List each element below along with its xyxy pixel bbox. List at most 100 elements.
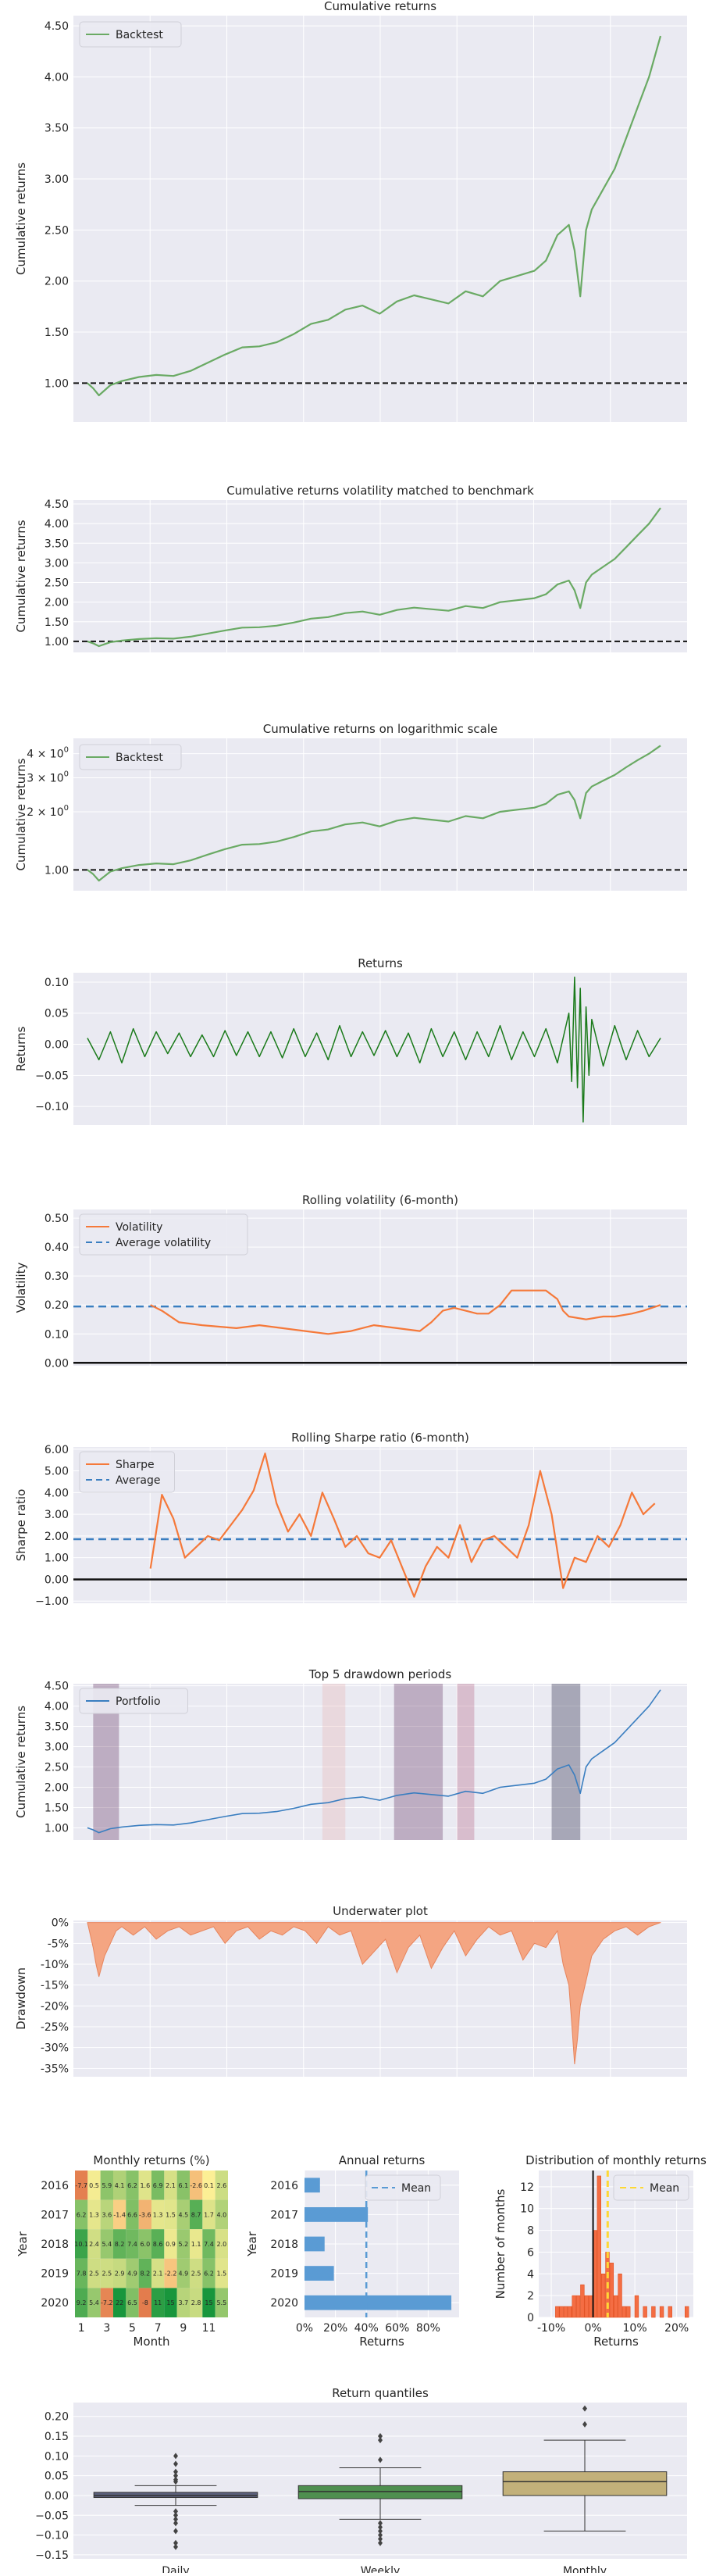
y-axis-label: Cumulative returns <box>14 758 28 870</box>
y-tick-label: 0% <box>52 1917 69 1930</box>
y-tick-label: 0.00 <box>45 1357 69 1370</box>
legend: Mean <box>613 2174 689 2201</box>
heatmap-cell <box>190 2288 203 2317</box>
chart-title: Cumulative returns <box>324 0 436 13</box>
y-tick-label: 2.50 <box>45 224 69 237</box>
outlier-point <box>173 2508 178 2515</box>
heatmap-cell <box>164 2229 177 2259</box>
chart-title: Rolling Sharpe ratio (6-month) <box>291 1431 469 1445</box>
x-tick-label: 3 <box>103 2322 110 2335</box>
heatmap-cell-label: 1.3 <box>89 2211 99 2218</box>
outlier-point <box>378 2520 383 2527</box>
annual-panel: 0% 20% 40% 60% 80% 2016 2017 2018 2019 2020 Mean An… <box>245 2153 459 2349</box>
heatmap-cell <box>113 2170 126 2200</box>
annual-bar <box>305 2178 320 2193</box>
heatmap-cell <box>87 2288 101 2317</box>
hist-bar <box>618 2273 622 2318</box>
heatmap-cell <box>190 2170 203 2200</box>
box-monthly <box>502 2405 668 2532</box>
hist-bar <box>668 2306 672 2318</box>
annual-bar <box>305 2207 369 2222</box>
box-daily <box>93 2453 258 2550</box>
heatmap-cell-label: 11 <box>154 2299 162 2306</box>
y-tick-label: 0.50 <box>45 1213 69 1225</box>
heatmap-cell-label: -1.4 <box>113 2211 126 2218</box>
y-tick-label: -35% <box>41 2063 69 2075</box>
y-tick-label: 2019 <box>270 2268 298 2281</box>
y-tick-label: −0.05 <box>35 2510 69 2522</box>
heatmap-cell-label: 6.6 <box>127 2211 137 2218</box>
box-body <box>93 2492 258 2499</box>
heatmap-cell-label: 2.9 <box>115 2271 125 2278</box>
y-tick-label: 4.00 <box>45 1487 69 1499</box>
y-axis-label: Sharpe ratio <box>14 1489 28 1562</box>
x-tick-label: 40% <box>354 2322 379 2335</box>
outlier-point <box>582 2421 587 2428</box>
underwater-area <box>87 1922 661 2065</box>
heatmap-cell <box>113 2288 126 2317</box>
y-axis-label: Cumulative returns <box>14 1706 28 1818</box>
heatmap-cell-label: 6.2 <box>127 2182 137 2189</box>
drawdown-period <box>394 1684 443 1840</box>
outlier-point <box>378 2528 383 2535</box>
y-tick-label: 4.00 <box>45 71 69 84</box>
heatmap-cell-label: 22 <box>116 2299 123 2306</box>
heatmap-cell <box>75 2170 88 2200</box>
hist-bar <box>572 2295 576 2318</box>
heatmap-cell <box>215 2258 228 2288</box>
legend: Backtest <box>79 744 182 770</box>
y-tick-label: 3 × 100 <box>27 770 69 784</box>
y-tick-label: 0.20 <box>45 2411 69 2424</box>
heatmap-cell-label: 0.5 <box>89 2182 99 2189</box>
x-tick-label: Weekly <box>361 2565 401 2573</box>
outlier-point <box>173 2460 178 2467</box>
y-tick-label: 3.00 <box>45 1509 69 1521</box>
outlier-point <box>582 2405 587 2412</box>
heatmap-cell <box>190 2199 203 2230</box>
outlier-point <box>173 2516 178 2523</box>
legend-box <box>79 744 182 770</box>
legend-box <box>79 21 182 48</box>
heatmap-cell <box>151 2258 165 2288</box>
heatmap-cell-label: 4.9 <box>178 2271 188 2278</box>
heatmap-cell <box>126 2170 139 2200</box>
y-tick-label: 4.00 <box>45 518 69 531</box>
y-tick-label: 12 <box>520 2181 534 2194</box>
legend-box <box>79 1688 188 1714</box>
hist-bar <box>600 2273 606 2318</box>
heatmap-cell-label: 2.1 <box>166 2182 176 2189</box>
y-tick-label: 4 <box>527 2268 534 2281</box>
x-tick-label: 5 <box>129 2322 136 2335</box>
heatmap-cell-label: 7.8 <box>77 2271 87 2278</box>
y-tick-label: 2.00 <box>45 1781 69 1794</box>
y-axis-label: Year <box>16 2231 30 2257</box>
heatmap-cell-label: 1.7 <box>204 2211 214 2218</box>
heatmap-cell <box>100 2258 113 2288</box>
heatmap-cell-label: 7.4 <box>127 2241 137 2248</box>
y-tick-label: 2018 <box>41 2238 69 2251</box>
box-body <box>297 2485 463 2499</box>
backtest-line <box>87 507 661 648</box>
heatmap-cell-label: 6.9 <box>153 2182 163 2189</box>
y-tick-label: -30% <box>41 2042 69 2055</box>
heatmap-cell-label: 8.6 <box>153 2241 163 2248</box>
hist-bar <box>634 2295 639 2318</box>
hist-bar <box>597 2175 601 2318</box>
x-tick-label: 7 <box>155 2322 162 2335</box>
heatmap-cell <box>215 2199 228 2230</box>
heatmap-cell <box>87 2229 101 2259</box>
heatmap-cell <box>151 2199 165 2230</box>
heatmap-cell-label: 8.2 <box>140 2271 150 2278</box>
heatmap-cell <box>176 2288 190 2317</box>
y-tick-label: 4.00 <box>45 1701 69 1713</box>
x-tick-label: 0% <box>584 2322 601 2335</box>
x-tick-label: 0% <box>296 2322 313 2335</box>
hist-bar <box>584 2295 589 2318</box>
chart-title: Cumulative returns volatility matched to… <box>226 484 534 498</box>
heatmap-cell <box>75 2199 88 2230</box>
heatmap-cell <box>87 2199 101 2230</box>
outlier-point <box>173 2472 178 2479</box>
heatmap-cell-label: -7.7 <box>75 2182 87 2189</box>
legend-label: Average volatility <box>116 1237 211 1249</box>
heatmap-cell <box>126 2288 139 2317</box>
